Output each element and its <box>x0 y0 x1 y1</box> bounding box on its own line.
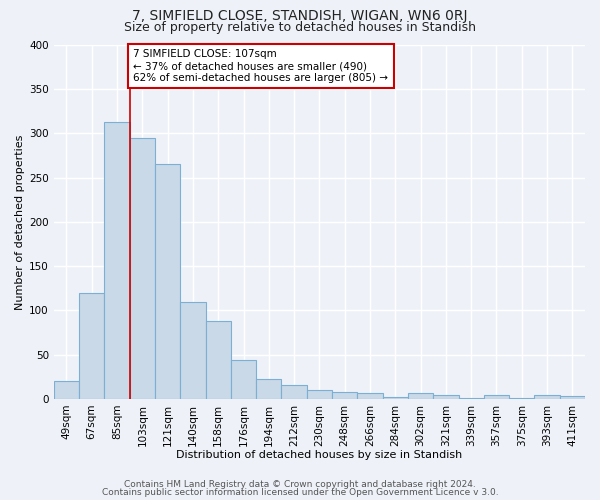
Y-axis label: Number of detached properties: Number of detached properties <box>15 134 25 310</box>
Bar <box>358 392 383 399</box>
Bar <box>433 396 458 399</box>
Text: Size of property relative to detached houses in Standish: Size of property relative to detached ho… <box>124 21 476 34</box>
Bar <box>231 360 256 399</box>
Bar <box>509 398 535 399</box>
Text: Contains public sector information licensed under the Open Government Licence v : Contains public sector information licen… <box>101 488 499 497</box>
Bar <box>54 381 79 399</box>
Bar <box>408 392 433 399</box>
Bar <box>104 122 130 399</box>
Text: 7 SIMFIELD CLOSE: 107sqm
← 37% of detached houses are smaller (490)
62% of semi-: 7 SIMFIELD CLOSE: 107sqm ← 37% of detach… <box>133 50 388 82</box>
Bar <box>383 397 408 399</box>
Bar <box>281 384 307 399</box>
Bar <box>332 392 358 399</box>
Bar <box>79 292 104 399</box>
Bar <box>458 398 484 399</box>
Bar <box>155 164 180 399</box>
Bar <box>560 396 585 399</box>
Text: 7, SIMFIELD CLOSE, STANDISH, WIGAN, WN6 0RJ: 7, SIMFIELD CLOSE, STANDISH, WIGAN, WN6 … <box>132 9 468 23</box>
Bar <box>206 321 231 399</box>
Bar <box>180 302 206 399</box>
Text: Contains HM Land Registry data © Crown copyright and database right 2024.: Contains HM Land Registry data © Crown c… <box>124 480 476 489</box>
Bar <box>256 380 281 399</box>
Bar <box>130 138 155 399</box>
X-axis label: Distribution of detached houses by size in Standish: Distribution of detached houses by size … <box>176 450 463 460</box>
Bar <box>484 396 509 399</box>
Bar <box>307 390 332 399</box>
Bar <box>535 396 560 399</box>
